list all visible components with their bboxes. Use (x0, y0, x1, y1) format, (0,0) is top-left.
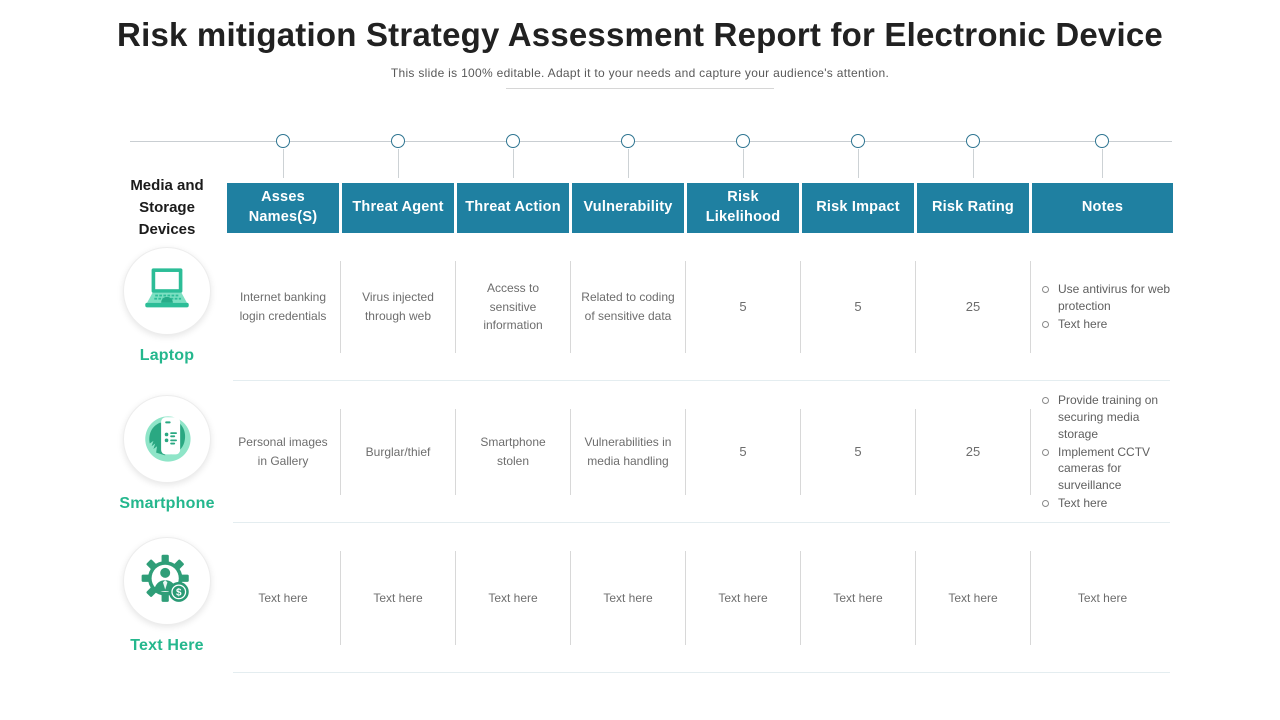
page-title: Risk mitigation Strategy Assessment Repo… (117, 16, 1163, 53)
column-header-risk-impact: Risk Impact (802, 183, 914, 233)
table-cell: 5 (685, 381, 799, 523)
timeline-node-icon (506, 134, 520, 148)
table-cell: Text here (570, 523, 684, 673)
table-cell: Related to coding of sensitive data (570, 233, 684, 381)
table-cell: Text here (258, 590, 308, 605)
timeline-tick (398, 149, 399, 178)
column-header-vulnerability: Vulnerability (572, 183, 684, 233)
timeline-tick (743, 149, 744, 178)
timeline-node-icon (621, 134, 635, 148)
table-cell: Text here (685, 523, 799, 673)
notes-cell: Text here (1030, 523, 1173, 673)
timeline-line (130, 141, 1172, 142)
device-cell-text-here: $ Text Here (110, 523, 224, 673)
row-divider (233, 672, 1170, 673)
timeline-tick (858, 149, 859, 178)
svg-text:$: $ (176, 588, 182, 599)
column-header-asses-names: Asses Names(S) (227, 183, 339, 233)
page-subtitle: This slide is 100% editable. Adapt it to… (390, 66, 890, 80)
timeline-node-icon (851, 134, 865, 148)
row-divider (233, 380, 1170, 381)
note-item: Text here (1040, 316, 1107, 333)
notes-cell: Use antivirus for web protection Text he… (1030, 233, 1173, 381)
businessman-gear-dollar-icon: $ (123, 537, 211, 625)
device-cell-laptop: Laptop (110, 233, 224, 381)
device-cell-smartphone: Smartphone (110, 381, 224, 523)
table-cell: Text here (800, 523, 914, 673)
slide-header: Risk mitigation Strategy Assessment Repo… (0, 16, 1280, 89)
notes-cell: Provide training on securing media stora… (1030, 381, 1173, 523)
timeline-tick (628, 149, 629, 178)
row-divider (233, 522, 1170, 523)
column-header-risk-likelihood: Risk Likelihood (687, 183, 799, 233)
timeline-tick (283, 149, 284, 178)
column-header-threat-action: Threat Action (457, 183, 569, 233)
note-item: Use antivirus for web protection (1040, 281, 1171, 315)
table-cell: Access to sensitive information (455, 233, 569, 381)
device-label: Smartphone (119, 495, 215, 512)
note-item: Text here (1040, 495, 1107, 512)
timeline-node-icon (276, 134, 290, 148)
table-cell: Text here (915, 523, 1029, 673)
subtitle-underline (506, 88, 774, 89)
timeline-node-icon (391, 134, 405, 148)
timeline-tick (973, 149, 974, 178)
table-cell: 5 (800, 381, 914, 523)
timeline-tick (513, 149, 514, 178)
table-cell: Vulnerabilities in media handling (570, 381, 684, 523)
table-cell: 25 (915, 233, 1029, 381)
table-cell: 25 (915, 381, 1029, 523)
table-cell: Text here (340, 523, 454, 673)
table-cell: Text here (455, 523, 569, 673)
table-cell: Burglar/thief (340, 381, 454, 523)
table-cell: Smartphone stolen (455, 381, 569, 523)
timeline-node-icon (966, 134, 980, 148)
table-cell: Internet banking login credentials (239, 290, 327, 323)
column-header-threat-agent: Threat Agent (342, 183, 454, 233)
device-label: Laptop (139, 347, 195, 364)
column-header-risk-rating: Risk Rating (917, 183, 1029, 233)
table-cell: 5 (685, 233, 799, 381)
timeline-tick (1102, 149, 1103, 178)
timeline-node-icon (736, 134, 750, 148)
column-header-notes: Notes (1032, 183, 1173, 233)
note-item: Provide training on securing media stora… (1040, 392, 1171, 442)
table-cell: Personal images in Gallery (238, 435, 328, 468)
laptop-icon (123, 247, 211, 335)
timeline-node-icon (1095, 134, 1109, 148)
device-label: Text Here (130, 637, 204, 654)
table-cell: 5 (800, 233, 914, 381)
note-item: Implement CCTV cameras for surveillance (1040, 444, 1171, 494)
device-column-header: Media and Storage Devices (130, 177, 204, 238)
table-cell: Virus injected through web (340, 233, 454, 381)
smartphone-hand-icon (123, 395, 211, 483)
assessment-table: Media and Storage Devices Asses Names(S)… (110, 177, 1173, 673)
